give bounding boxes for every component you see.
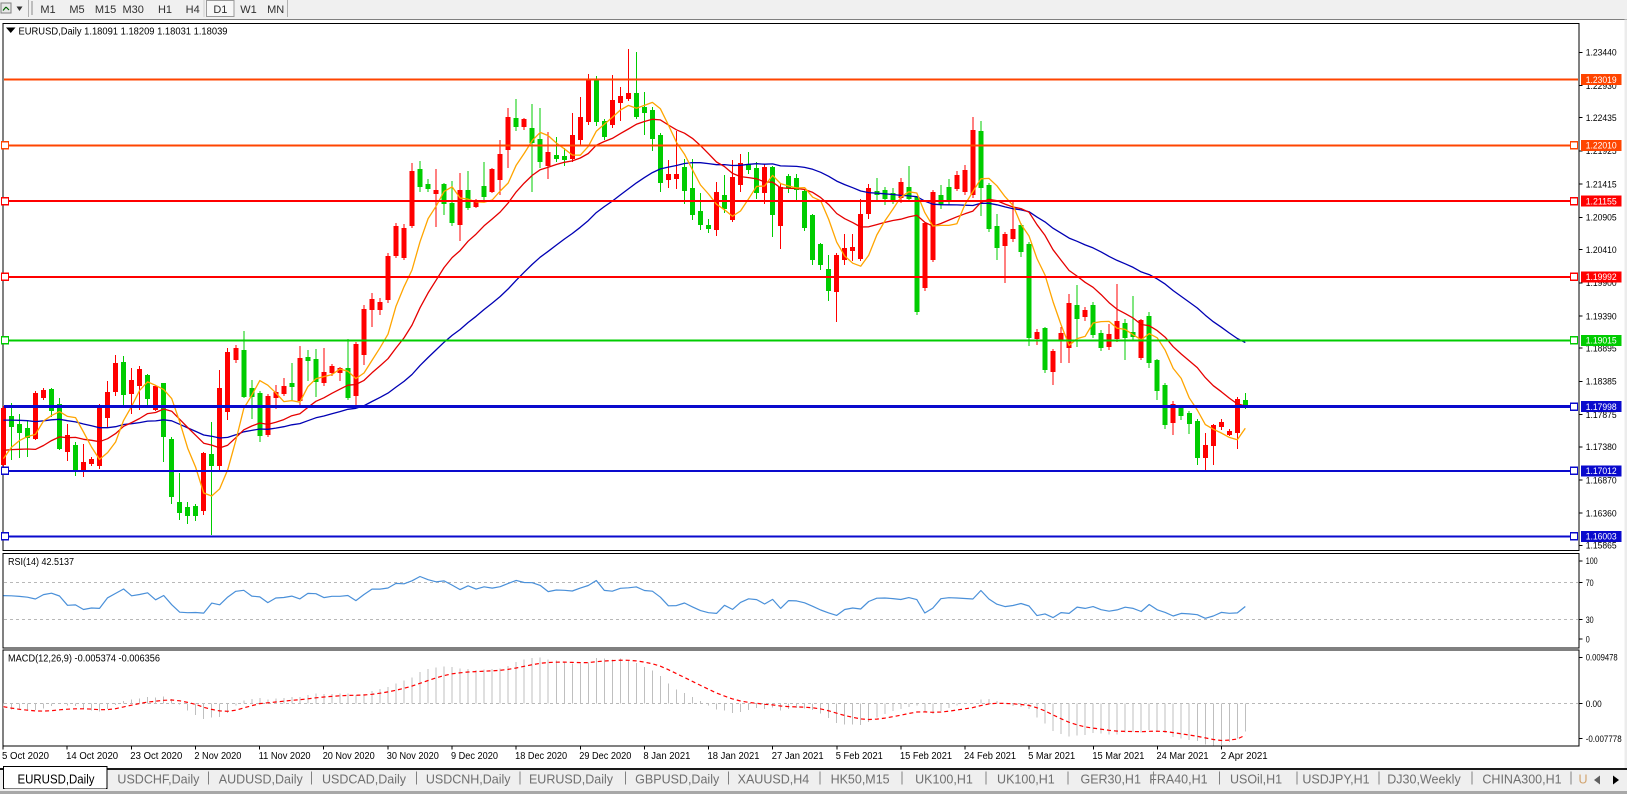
svg-text:M1: M1 [40, 4, 55, 16]
svg-text:RSI(14) 42.5137: RSI(14) 42.5137 [8, 557, 74, 568]
svg-text:XAUUSD,H4: XAUUSD,H4 [738, 773, 810, 787]
svg-text:1.21155: 1.21155 [1586, 196, 1617, 207]
svg-text:23 Oct 2020: 23 Oct 2020 [130, 751, 182, 762]
svg-text:1.23019: 1.23019 [1586, 75, 1617, 86]
svg-text:FRA40,H1: FRA40,H1 [1149, 773, 1207, 787]
svg-text:5 Feb 2021: 5 Feb 2021 [836, 751, 883, 762]
svg-text:0.009478: 0.009478 [1586, 653, 1618, 664]
svg-text:1.16870: 1.16870 [1586, 475, 1617, 486]
svg-text:1.20905: 1.20905 [1586, 213, 1617, 224]
svg-text:1.18895: 1.18895 [1586, 344, 1617, 355]
svg-text:1.19015: 1.19015 [1586, 336, 1617, 347]
svg-text:8 Jan 2021: 8 Jan 2021 [643, 751, 690, 762]
svg-text:0: 0 [1586, 635, 1590, 646]
svg-text:USOil,H1: USOil,H1 [1230, 773, 1282, 787]
svg-text:29 Dec 2020: 29 Dec 2020 [579, 751, 631, 762]
svg-text:M15: M15 [95, 4, 116, 16]
svg-text:GBPUSD,Daily: GBPUSD,Daily [635, 773, 720, 787]
svg-text:24 Mar 2021: 24 Mar 2021 [1157, 751, 1209, 762]
svg-text:M30: M30 [122, 4, 143, 16]
svg-text:1.17875: 1.17875 [1586, 410, 1617, 421]
svg-text:1.20410: 1.20410 [1586, 245, 1617, 256]
svg-text:20 Nov 2020: 20 Nov 2020 [323, 751, 375, 762]
svg-text:1.16003: 1.16003 [1586, 532, 1617, 543]
svg-text:EURUSD,Daily 1.18091 1.18209: EURUSD,Daily 1.18091 1.18209 1.18031 1.1… [19, 27, 228, 38]
svg-text:1.16360: 1.16360 [1586, 509, 1617, 520]
svg-text:100: 100 [1586, 556, 1598, 567]
svg-text:USDCAD,Daily: USDCAD,Daily [322, 773, 407, 787]
svg-text:1.19900: 1.19900 [1586, 278, 1617, 289]
svg-text:W1: W1 [240, 4, 257, 16]
svg-text:1.22930: 1.22930 [1586, 81, 1617, 92]
svg-text:18 Jan 2021: 18 Jan 2021 [708, 751, 760, 762]
svg-text:1.23440: 1.23440 [1586, 48, 1617, 59]
svg-text:1.18385: 1.18385 [1586, 377, 1617, 388]
svg-text:UK100,H1: UK100,H1 [915, 773, 973, 787]
svg-text:H4: H4 [186, 4, 200, 16]
svg-text:24 Feb 2021: 24 Feb 2021 [964, 751, 1016, 762]
svg-text:1.19992: 1.19992 [1586, 272, 1617, 283]
svg-text:MACD(12,26,9) -0.005374 -0.006: MACD(12,26,9) -0.005374 -0.006356 [8, 654, 160, 665]
svg-text:15 Feb 2021: 15 Feb 2021 [900, 751, 952, 762]
svg-text:1.22010: 1.22010 [1586, 141, 1617, 152]
svg-text:27 Jan 2021: 27 Jan 2021 [772, 751, 824, 762]
svg-text:1.19390: 1.19390 [1586, 311, 1617, 322]
svg-text:D1: D1 [213, 4, 227, 16]
svg-text:5 Mar 2021: 5 Mar 2021 [1028, 751, 1075, 762]
svg-text:UK100,H1: UK100,H1 [997, 773, 1055, 787]
svg-text:EURUSD,Daily: EURUSD,Daily [18, 773, 96, 787]
svg-text:USDJPY,H1: USDJPY,H1 [1302, 773, 1369, 787]
svg-text:CHINA300,H1: CHINA300,H1 [1482, 773, 1561, 787]
svg-text:AUDUSD,Daily: AUDUSD,Daily [219, 773, 304, 787]
svg-text:DJ30,Weekly: DJ30,Weekly [1387, 773, 1461, 787]
svg-text:2 Nov 2020: 2 Nov 2020 [194, 751, 241, 762]
svg-text:M5: M5 [69, 4, 84, 16]
svg-text:18 Dec 2020: 18 Dec 2020 [515, 751, 567, 762]
svg-text:EURUSD,Daily: EURUSD,Daily [529, 773, 614, 787]
svg-text:1.17012: 1.17012 [1586, 466, 1617, 477]
svg-text:USDCHF,Daily: USDCHF,Daily [117, 773, 200, 787]
svg-text:1.17998: 1.17998 [1586, 402, 1617, 413]
svg-text:H1: H1 [158, 4, 172, 16]
svg-text:1.22435: 1.22435 [1586, 113, 1617, 124]
svg-text:5 Oct 2020: 5 Oct 2020 [2, 751, 49, 762]
svg-text:HK50,M15: HK50,M15 [831, 773, 890, 787]
svg-text:1.17380: 1.17380 [1586, 442, 1617, 453]
svg-text:1.21925: 1.21925 [1586, 146, 1617, 157]
svg-text:1.21415: 1.21415 [1586, 179, 1617, 190]
svg-text:GER30,H1: GER30,H1 [1080, 773, 1140, 787]
svg-text:2 Apr 2021: 2 Apr 2021 [1221, 751, 1268, 762]
svg-text:1.15865: 1.15865 [1586, 541, 1617, 552]
svg-text:U: U [1578, 773, 1587, 787]
svg-text:MN: MN [267, 4, 284, 16]
svg-text:-0.007778: -0.007778 [1586, 734, 1622, 745]
svg-text:30 Nov 2020: 30 Nov 2020 [387, 751, 439, 762]
svg-text:70: 70 [1586, 578, 1594, 589]
svg-text:11 Nov 2020: 11 Nov 2020 [259, 751, 311, 762]
svg-text:0.00: 0.00 [1586, 699, 1602, 710]
svg-text:30: 30 [1586, 615, 1594, 626]
svg-text:USDCNH,Daily: USDCNH,Daily [426, 773, 511, 787]
svg-text:15 Mar 2021: 15 Mar 2021 [1092, 751, 1144, 762]
svg-text:14 Oct 2020: 14 Oct 2020 [66, 751, 118, 762]
svg-text:9 Dec 2020: 9 Dec 2020 [451, 751, 498, 762]
